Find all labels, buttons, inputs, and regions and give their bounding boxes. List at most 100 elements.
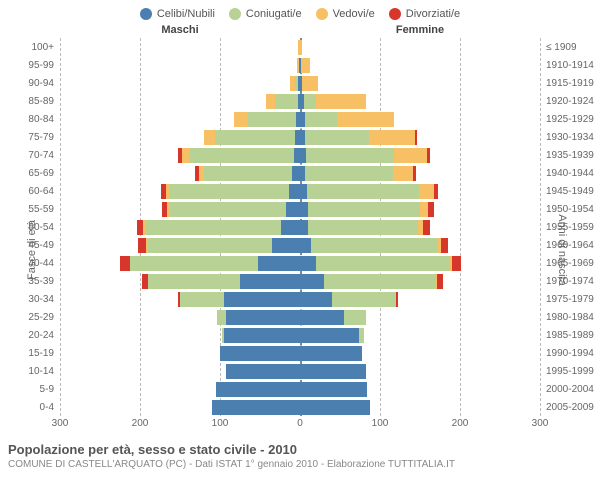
segment xyxy=(305,112,337,127)
x-tick: 100 xyxy=(372,418,389,429)
age-label: 5-9 xyxy=(4,384,60,395)
female-bar xyxy=(300,94,540,109)
x-tick: 100 xyxy=(212,418,229,429)
segment xyxy=(180,292,224,307)
segment xyxy=(182,148,190,163)
male-bar xyxy=(60,238,300,253)
segment xyxy=(359,328,364,343)
segment xyxy=(212,400,300,415)
segment xyxy=(275,94,297,109)
segment xyxy=(281,220,300,235)
legend-item: Divorziati/e xyxy=(389,8,460,20)
birth-label: 1945-1949 xyxy=(540,186,596,197)
segment xyxy=(441,238,448,253)
male-bar xyxy=(60,202,300,217)
female-bar xyxy=(300,238,540,253)
age-label: 65-69 xyxy=(4,168,60,179)
segment xyxy=(396,292,398,307)
segment xyxy=(307,184,419,199)
male-bar xyxy=(60,148,300,163)
birth-label: 1925-1929 xyxy=(540,114,596,125)
birth-label: 1960-1964 xyxy=(540,240,596,251)
segment xyxy=(190,148,294,163)
segment xyxy=(300,256,316,271)
x-axis: 3002001000100200300 xyxy=(60,418,540,432)
female-bar xyxy=(300,148,540,163)
age-label: 40-44 xyxy=(4,258,60,269)
female-bar xyxy=(300,130,540,145)
legend: Celibi/NubiliConiugati/eVedovi/eDivorzia… xyxy=(0,0,600,24)
birth-label: 1930-1934 xyxy=(540,132,596,143)
segment xyxy=(300,202,308,217)
age-label: 30-34 xyxy=(4,294,60,305)
segment xyxy=(305,130,369,145)
segment xyxy=(300,310,344,325)
segment xyxy=(332,292,396,307)
segment xyxy=(344,310,366,325)
legend-label: Divorziati/e xyxy=(406,8,460,20)
segment xyxy=(220,346,300,361)
segment xyxy=(204,166,292,181)
legend-label: Vedovi/e xyxy=(333,8,375,20)
birth-label: 1985-1989 xyxy=(540,330,596,341)
segment xyxy=(415,130,417,145)
segment xyxy=(266,94,276,109)
segment xyxy=(169,184,289,199)
segment xyxy=(216,382,300,397)
segment xyxy=(300,220,308,235)
segment xyxy=(306,148,394,163)
birth-label: 1975-1979 xyxy=(540,294,596,305)
female-bar xyxy=(300,328,540,343)
male-bar xyxy=(60,274,300,289)
age-row: 30-341975-1979 xyxy=(60,290,540,308)
female-bar xyxy=(300,184,540,199)
birth-label: 1990-1994 xyxy=(540,348,596,359)
x-tick: 200 xyxy=(132,418,149,429)
age-row: 25-291980-1984 xyxy=(60,308,540,326)
age-label: 0-4 xyxy=(4,402,60,413)
age-label: 55-59 xyxy=(4,204,60,215)
birth-label: 1995-1999 xyxy=(540,366,596,377)
segment xyxy=(248,112,296,127)
male-header: Maschi xyxy=(60,24,300,36)
male-bar xyxy=(60,130,300,145)
birth-label: ≤ 1909 xyxy=(540,42,596,53)
segment xyxy=(145,220,281,235)
x-tick: 300 xyxy=(52,418,69,429)
female-bar xyxy=(300,166,540,181)
birth-label: 2000-2004 xyxy=(540,384,596,395)
female-bar xyxy=(300,274,540,289)
male-bar xyxy=(60,112,300,127)
segment xyxy=(308,220,418,235)
age-row: 90-941915-1919 xyxy=(60,74,540,92)
age-label: 15-19 xyxy=(4,348,60,359)
age-row: 80-841925-1929 xyxy=(60,110,540,128)
age-label: 50-54 xyxy=(4,222,60,233)
age-label: 75-79 xyxy=(4,132,60,143)
segment xyxy=(419,184,433,199)
birth-label: 1980-1984 xyxy=(540,312,596,323)
segment xyxy=(286,202,300,217)
segment xyxy=(423,220,429,235)
male-bar xyxy=(60,166,300,181)
segment xyxy=(300,184,307,199)
x-tick: 0 xyxy=(297,418,303,429)
age-row: 85-891920-1924 xyxy=(60,92,540,110)
segment xyxy=(148,238,272,253)
segment xyxy=(428,202,434,217)
age-label: 25-29 xyxy=(4,312,60,323)
female-bar xyxy=(300,310,540,325)
female-bar xyxy=(300,256,540,271)
segment xyxy=(170,202,286,217)
segment xyxy=(302,76,318,91)
segment xyxy=(258,256,300,271)
legend-item: Vedovi/e xyxy=(316,8,375,20)
male-bar xyxy=(60,256,300,271)
age-label: 90-94 xyxy=(4,78,60,89)
segment xyxy=(226,310,300,325)
segment xyxy=(316,256,450,271)
x-tick: 300 xyxy=(532,418,549,429)
age-row: 0-42005-2009 xyxy=(60,398,540,416)
female-bar xyxy=(300,76,540,91)
segment xyxy=(308,202,420,217)
